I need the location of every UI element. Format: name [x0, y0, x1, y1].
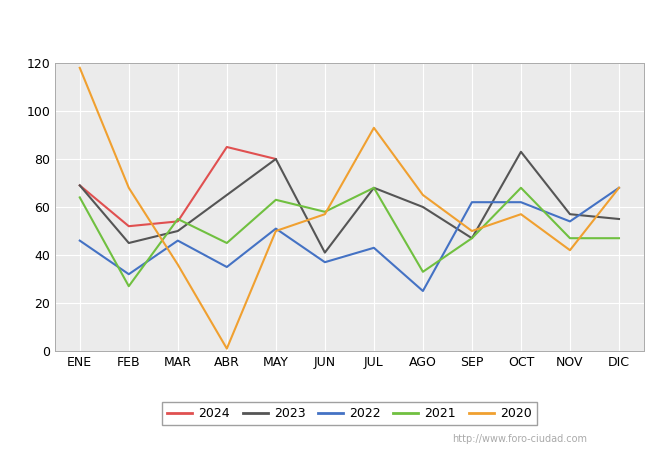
Text: http://www.foro-ciudad.com: http://www.foro-ciudad.com — [452, 434, 588, 444]
Text: Matriculaciones de Vehiculos en Sant Just Desvern: Matriculaciones de Vehiculos en Sant Jus… — [122, 15, 528, 30]
Legend: 2024, 2023, 2022, 2021, 2020: 2024, 2023, 2022, 2021, 2020 — [162, 402, 537, 425]
